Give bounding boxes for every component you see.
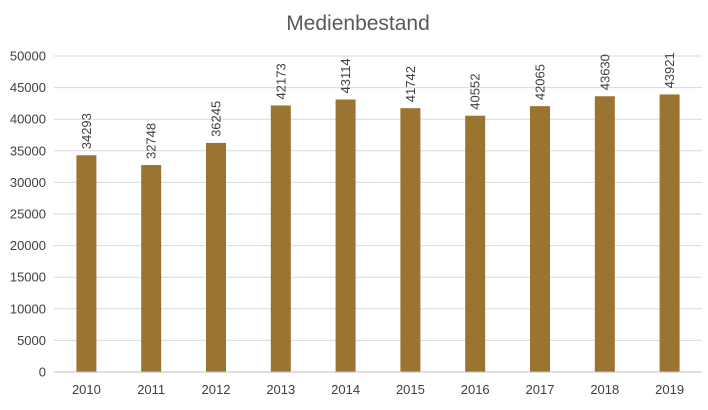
bar-2015 xyxy=(400,108,421,373)
bar-2012 xyxy=(206,142,226,372)
y-tick-label: 35000 xyxy=(10,143,46,158)
data-label: 36245 xyxy=(209,101,224,137)
x-tick-label: 2015 xyxy=(396,382,425,397)
y-tick-label: 40000 xyxy=(10,112,46,127)
bar-2010 xyxy=(76,155,97,372)
chart-title: Medienbestand xyxy=(286,12,430,35)
y-tick-label: 5000 xyxy=(17,333,46,348)
x-tick-label: 2013 xyxy=(266,382,295,397)
y-tick-label: 20000 xyxy=(10,238,46,253)
data-label: 43921 xyxy=(662,52,677,88)
data-label: 34293 xyxy=(79,113,94,149)
x-tick-label: 2016 xyxy=(461,382,490,397)
y-tick-label: 50000 xyxy=(10,49,46,64)
bar-2014 xyxy=(335,99,356,372)
data-label: 32748 xyxy=(144,123,159,159)
data-label: 41742 xyxy=(403,66,418,102)
data-label: 42173 xyxy=(273,63,288,99)
bar-2011 xyxy=(141,165,162,372)
gridlines xyxy=(54,55,702,341)
y-tick-label: 10000 xyxy=(10,301,46,316)
y-tick-label: 25000 xyxy=(10,207,46,222)
x-tick-label: 2019 xyxy=(655,382,684,397)
y-tick-label: 45000 xyxy=(10,80,46,95)
x-tick-label: 2010 xyxy=(72,382,101,397)
bar-2016 xyxy=(465,115,486,372)
data-label: 43630 xyxy=(597,54,612,90)
y-tick-label: 30000 xyxy=(10,175,46,190)
bar-2019 xyxy=(659,94,680,372)
y-tick-label: 15000 xyxy=(10,270,46,285)
y-axis-ticks: 0 5000 10000 15000 20000 25000 30000 35000 40000… xyxy=(10,49,46,380)
x-axis-ticks: 2010 2011 2012 2013 2014 2015 2016 2017 2018 2019 xyxy=(72,382,684,397)
data-labels: 34293 32748 36245 42173 43114 41742 40552 42065… xyxy=(79,52,677,159)
x-tick-label: 2011 xyxy=(137,382,165,397)
data-label: 42065 xyxy=(533,64,548,100)
data-label: 43114 xyxy=(338,58,353,93)
bars xyxy=(76,94,680,373)
bar-2017 xyxy=(530,106,550,372)
x-tick-label: 2012 xyxy=(202,382,231,397)
bar-2013 xyxy=(270,105,291,372)
data-label: 40552 xyxy=(468,74,483,110)
y-tick-label: 0 xyxy=(39,365,46,380)
x-tick-label: 2018 xyxy=(590,382,619,397)
x-tick-label: 2017 xyxy=(526,382,555,397)
bar-2018 xyxy=(594,96,615,373)
x-tick-label: 2014 xyxy=(331,382,360,397)
